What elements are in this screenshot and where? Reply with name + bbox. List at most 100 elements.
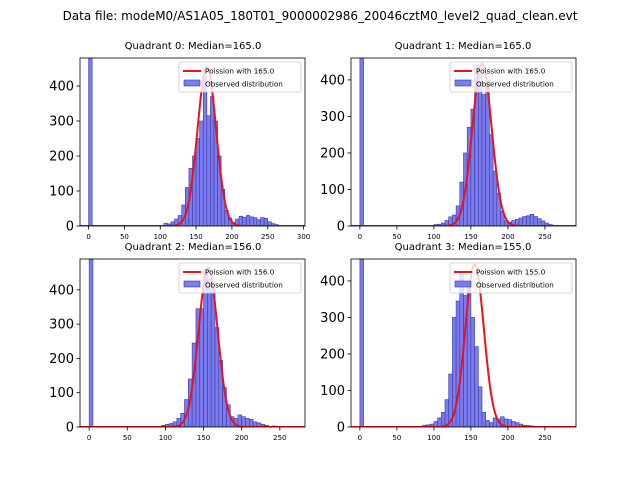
y-tick-label: 100 — [320, 384, 345, 399]
histogram-bar — [202, 75, 208, 226]
histogram-bar — [522, 216, 527, 226]
histogram-bar — [195, 138, 200, 226]
histogram-bar — [245, 215, 251, 226]
histogram-bar — [478, 74, 483, 226]
histogram-bar — [199, 120, 204, 226]
legend-observed-swatch — [454, 79, 472, 87]
legend-observed-label: Observed distribution — [476, 80, 554, 89]
x-tick-label: 250 — [538, 233, 551, 241]
quadrant-1-zero-bin — [359, 58, 364, 226]
quadrant-3-title: Quadrant 3: Median=155.0 — [395, 242, 532, 253]
quadrant-1-plot-area — [351, 58, 576, 226]
x-tick-label: 50 — [392, 233, 401, 241]
quadrant-2-zero-bin — [88, 259, 94, 427]
legend-poisson-label: Poission with 165.0 — [476, 67, 546, 76]
x-tick-label: 200 — [225, 233, 238, 241]
histogram-bar — [526, 215, 531, 226]
legend-observed-label: Observed distribution — [205, 281, 283, 290]
x-tick-label: 150 — [189, 233, 202, 241]
quadrant-0-zero-bin — [88, 58, 93, 226]
legend-frame — [449, 61, 573, 93]
x-tick-label: 0 — [86, 233, 90, 241]
x-tick-label: 50 — [123, 434, 132, 442]
y-tick-label: 200 — [49, 352, 74, 367]
figure-suptitle: Data file: modeM0/AS1A05_180T01_90000029… — [63, 9, 578, 23]
histogram-bar — [210, 291, 216, 427]
quadrant-2-axes-frame — [79, 258, 306, 428]
x-tick-label: 150 — [464, 434, 477, 442]
y-tick-label: 0 — [337, 421, 345, 436]
x-tick-label: 200 — [501, 233, 514, 241]
quadrant-3-axes-frame — [350, 258, 577, 428]
quadrant-1-axes-frame — [350, 57, 577, 227]
x-tick-label: 250 — [273, 434, 286, 442]
histogram-bar — [199, 308, 204, 427]
y-tick-label: 0 — [66, 421, 74, 436]
legend-observed-swatch — [454, 280, 472, 288]
quadrant-2-title: Quadrant 2: Median=156.0 — [125, 242, 262, 253]
quadrant-3-legend: Poission with 155.0 Observed distribution — [449, 262, 573, 294]
y-tick-label: 400 — [320, 274, 345, 289]
histogram-bar — [210, 96, 215, 226]
histogram-bar — [245, 418, 250, 427]
quadrant-0-title: Quadrant 0: Median=165.0 — [125, 41, 262, 52]
histogram-bar — [206, 115, 211, 226]
histogram-bar — [455, 300, 461, 427]
legend-observed-label: Observed distribution — [205, 80, 283, 89]
y-tick-label: 100 — [320, 183, 345, 198]
histogram-bar — [533, 216, 538, 226]
histogram-bar — [485, 420, 490, 427]
x-tick-label: 200 — [501, 434, 514, 442]
x-tick-label: 100 — [427, 434, 440, 442]
poisson-curve — [80, 266, 305, 427]
legend-observed-swatch — [183, 280, 201, 288]
histogram-bar — [260, 217, 265, 226]
y-tick-label: 300 — [49, 318, 74, 333]
x-tick-label: 50 — [392, 434, 401, 442]
legend-poisson-label: Poission with 155.0 — [476, 268, 546, 277]
histogram-bar — [207, 279, 212, 427]
y-tick-label: 300 — [320, 311, 345, 326]
histogram-bar — [241, 416, 246, 427]
x-tick-label: 100 — [159, 434, 172, 442]
histogram-bar — [478, 386, 483, 427]
x-tick-label: 200 — [235, 434, 248, 442]
legend-observed-label: Observed distribution — [476, 281, 554, 290]
x-tick-label: 50 — [120, 233, 129, 241]
y-tick-label: 200 — [320, 146, 345, 161]
y-tick-label: 100 — [49, 386, 74, 401]
x-tick-label: 0 — [358, 233, 362, 241]
histogram-bar — [440, 412, 446, 427]
histogram-bar — [470, 317, 475, 427]
legend-poisson-label: Poission with 156.0 — [205, 268, 275, 277]
histogram-bar — [249, 216, 254, 226]
poisson-curve — [351, 62, 576, 226]
histogram-bar — [529, 214, 535, 226]
y-tick-label: 100 — [49, 185, 74, 200]
quadrant-0-legend: Poission with 165.0 Observed distribution — [178, 61, 302, 93]
quadrant-2-panel: Quadrant 2: Median=156.0 0 100 200 300 400 0 5… — [49, 242, 306, 442]
y-tick-label: 0 — [66, 220, 74, 235]
y-tick-label: 300 — [320, 110, 345, 125]
x-tick-label: 150 — [197, 434, 210, 442]
histogram-bar — [492, 417, 498, 427]
quadrant-0-axes-frame — [79, 57, 306, 227]
histogram-bar — [537, 218, 542, 226]
x-tick-label: 0 — [87, 434, 91, 442]
quadrant-1-legend: Poission with 165.0 Observed distribution — [449, 61, 573, 93]
poisson-curve — [80, 65, 305, 226]
y-tick-label: 300 — [49, 115, 74, 130]
histogram-bar — [249, 419, 254, 427]
histogram-bar — [481, 412, 487, 427]
legend-observed-swatch — [183, 79, 201, 87]
quadrant-1-title: Quadrant 1: Median=165.0 — [395, 41, 532, 52]
quadrant-3-zero-bin — [359, 259, 364, 427]
legend-frame — [178, 61, 302, 93]
x-tick-label: 100 — [154, 233, 167, 241]
legend-frame — [178, 262, 302, 294]
legend-poisson-label: Poission with 165.0 — [205, 67, 275, 76]
histogram-bar — [242, 216, 247, 226]
y-tick-label: 0 — [337, 220, 345, 235]
histogram-bar — [238, 215, 243, 226]
